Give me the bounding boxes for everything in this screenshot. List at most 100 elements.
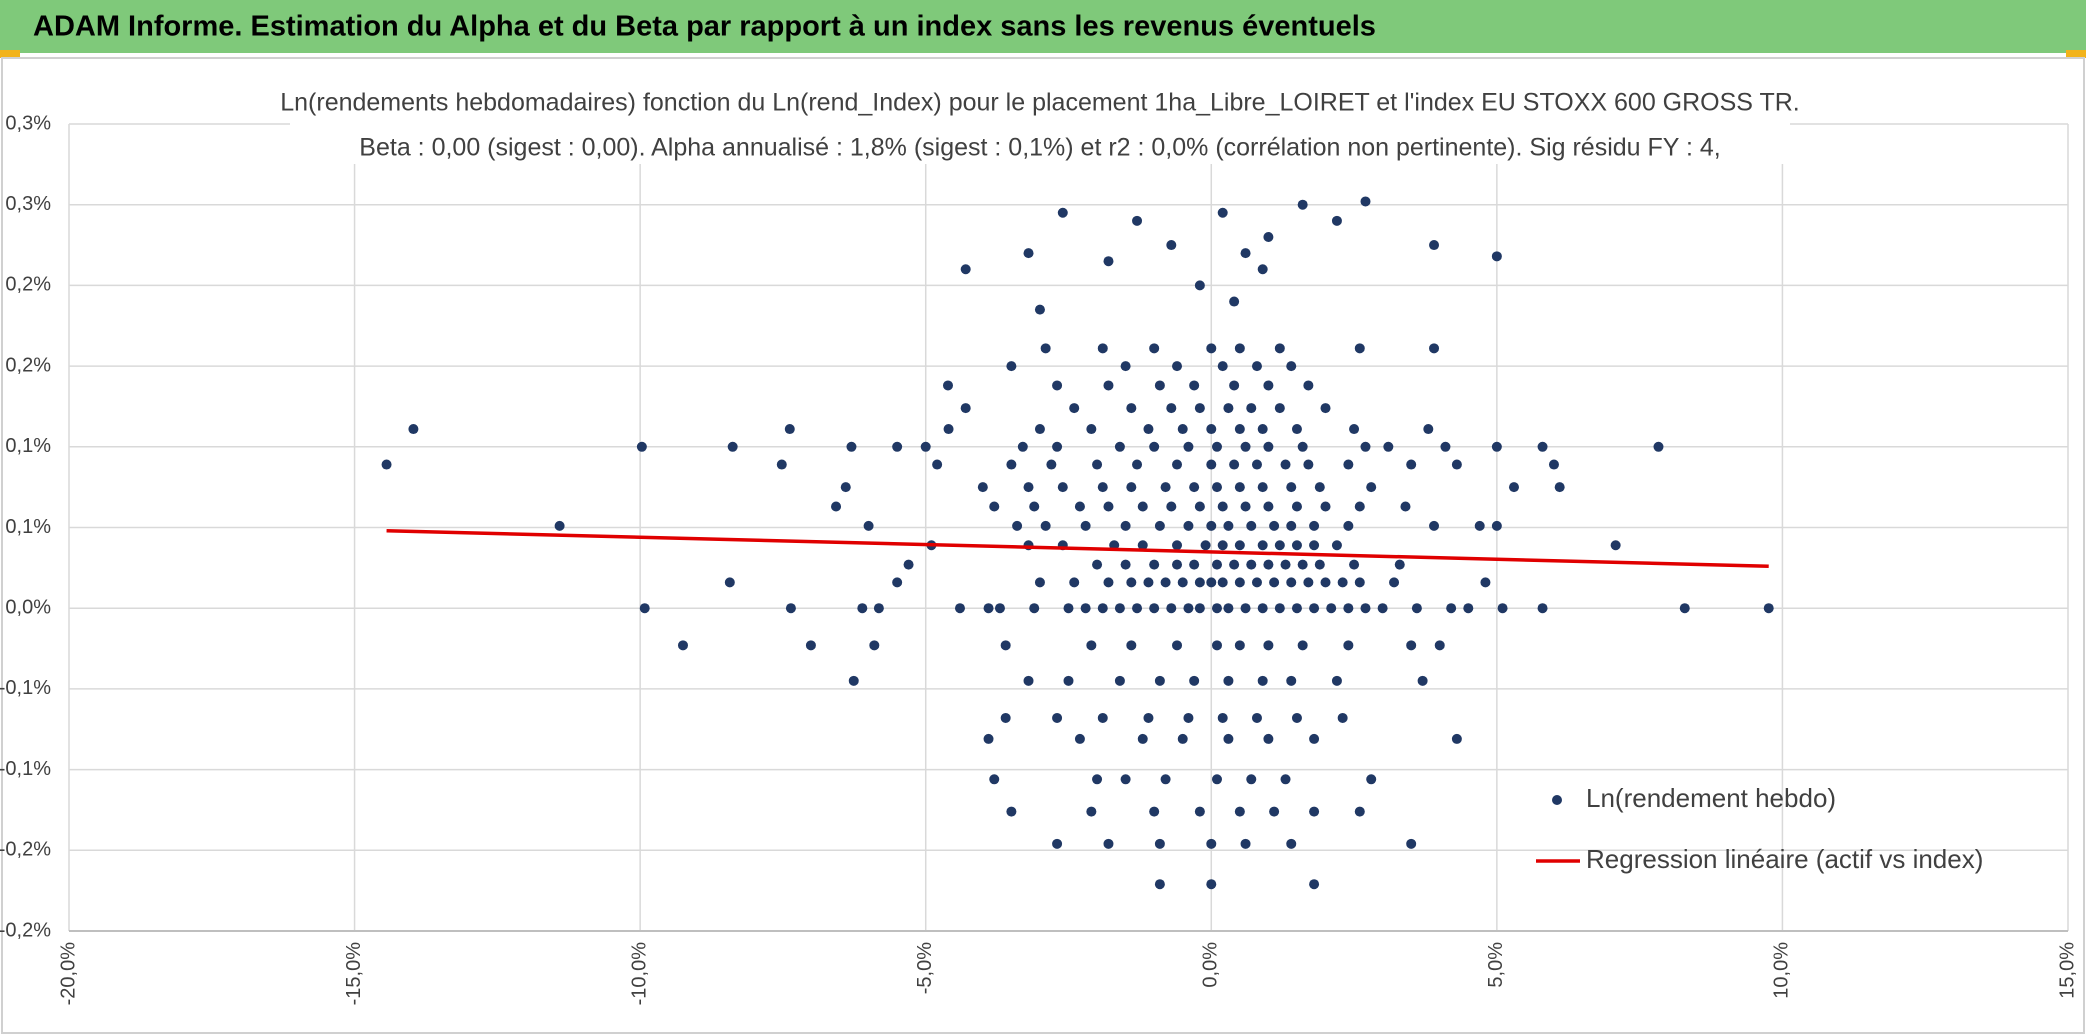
scatter-point — [1257, 675, 1268, 686]
scatter-point — [1257, 540, 1268, 551]
scatter-point — [1537, 603, 1548, 614]
scatter-point — [1354, 501, 1365, 512]
scatter-point — [1331, 215, 1342, 226]
scatter-point — [1354, 343, 1365, 354]
scatter-point — [983, 603, 994, 614]
scatter-point — [1394, 559, 1405, 570]
scatter-point — [1297, 640, 1308, 651]
scatter-point — [1309, 879, 1320, 890]
scatter-point — [1183, 441, 1194, 452]
scatter-point — [1211, 774, 1222, 785]
scatter-point — [831, 501, 842, 512]
scatter-point — [1451, 459, 1462, 470]
scatter-point — [1137, 733, 1148, 744]
scatter-point — [1006, 361, 1017, 372]
scatter-point — [1297, 199, 1308, 210]
scatter-point — [1154, 520, 1165, 531]
scatter-point — [1211, 603, 1222, 614]
scatter-point — [1052, 441, 1063, 452]
scatter-point — [1434, 640, 1445, 651]
scatter-point — [989, 501, 1000, 512]
y-tick-label: -0,1% — [0, 758, 51, 780]
scatter-point — [863, 520, 874, 531]
scatter-point — [1377, 603, 1388, 614]
scatter-point — [1114, 675, 1125, 686]
scatter-point — [1251, 459, 1262, 470]
scatter-point — [1411, 603, 1422, 614]
scatter-point — [1189, 559, 1200, 570]
scatter-point — [1217, 540, 1228, 551]
scatter-point — [1097, 712, 1108, 723]
scatter-point — [1194, 806, 1205, 817]
scatter-point — [1126, 482, 1137, 493]
scatter-point — [857, 603, 868, 614]
scatter-point — [1217, 501, 1228, 512]
scatter-point — [1440, 441, 1451, 452]
scatter-point — [983, 733, 994, 744]
scatter-point — [1291, 424, 1302, 435]
scatter-point — [892, 577, 903, 588]
scatter-point — [1194, 501, 1205, 512]
scatter-point — [1189, 482, 1200, 493]
scatter-point — [1360, 441, 1371, 452]
chart-subtitle: Beta : 0,00 (sigest : 0,00). Alpha annua… — [359, 134, 1720, 162]
scatter-point — [1320, 403, 1331, 414]
scatter-point — [1223, 520, 1234, 531]
scatter-point — [1114, 603, 1125, 614]
scatter-point — [1012, 520, 1023, 531]
scatter-point — [943, 424, 954, 435]
scatter-point — [639, 603, 650, 614]
scatter-point — [1297, 441, 1308, 452]
scatter-point — [1149, 603, 1160, 614]
scatter-point — [1610, 540, 1621, 551]
scatter-point — [1274, 603, 1285, 614]
scatter-point — [1286, 577, 1297, 588]
scatter-point — [994, 603, 1005, 614]
scatter-point — [1320, 501, 1331, 512]
scatter-point — [1177, 733, 1188, 744]
scatter-point — [1206, 459, 1217, 470]
scatter-point — [1092, 459, 1103, 470]
scatter-point — [1497, 603, 1508, 614]
scatter-point — [1280, 459, 1291, 470]
scatter-point — [1280, 559, 1291, 570]
scatter-point — [1103, 577, 1114, 588]
scatter-point — [1000, 640, 1011, 651]
y-tick-label: -0,2% — [0, 839, 51, 861]
header-bar — [0, 0, 2086, 53]
header-title: ADAM Informe. Estimation du Alpha et du … — [33, 11, 1376, 43]
scatter-point — [1189, 675, 1200, 686]
scatter-point — [784, 424, 795, 435]
scatter-point — [1172, 361, 1183, 372]
scatter-point — [1183, 712, 1194, 723]
scatter-point — [1286, 520, 1297, 531]
scatter-point — [1257, 603, 1268, 614]
scatter-point — [1074, 733, 1085, 744]
x-tick-label: 10,0% — [1771, 942, 1793, 999]
scatter-point — [1309, 520, 1320, 531]
legend: Ln(rendement hebdo) Regression linéaire (… — [1536, 783, 1983, 874]
scatter-point — [1343, 640, 1354, 651]
scatter-point — [903, 559, 914, 570]
scatter-point — [1343, 520, 1354, 531]
scatter-point — [1217, 577, 1228, 588]
x-tick-label: -5,0% — [914, 942, 936, 994]
legend-swatch — [1552, 795, 1562, 805]
scatter-point — [1206, 343, 1217, 354]
scatter-point — [1114, 441, 1125, 452]
scatter-point — [1166, 240, 1177, 251]
scatter-point — [1491, 520, 1502, 531]
scatter-point — [1246, 774, 1257, 785]
scatter-point — [1274, 343, 1285, 354]
scatter-point — [1000, 712, 1011, 723]
scatter-point — [1052, 380, 1063, 391]
scatter-point — [1240, 441, 1251, 452]
scatter-point — [1069, 577, 1080, 588]
scatter-point — [1017, 441, 1028, 452]
scatter-point — [1132, 603, 1143, 614]
scatter-point — [1046, 459, 1057, 470]
scatter-point — [1069, 403, 1080, 414]
scatter-point — [1320, 577, 1331, 588]
scatter-point — [1263, 733, 1274, 744]
